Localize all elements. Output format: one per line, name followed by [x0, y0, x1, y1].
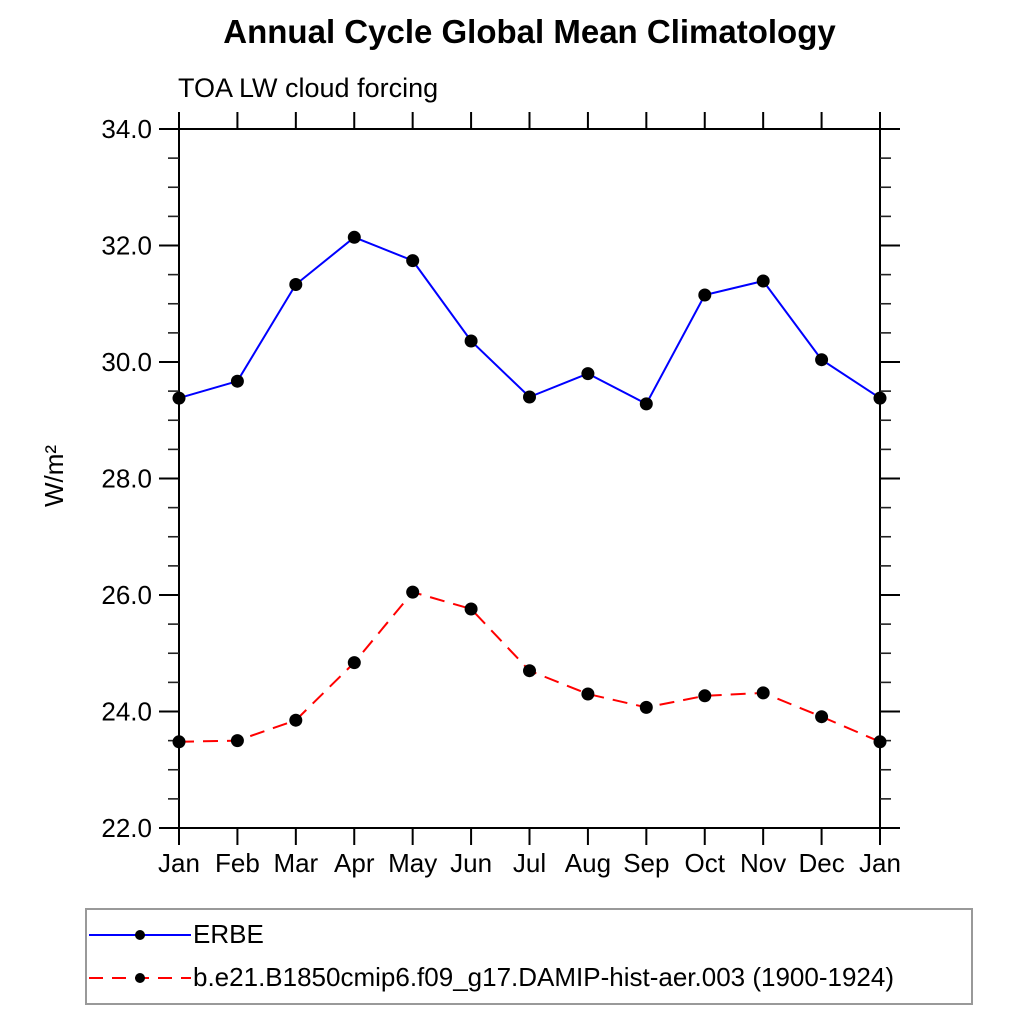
legend-item-model: b.e21.B1850cmip6.f09_g17.DAMIP-hist-aer.…	[87, 956, 971, 999]
legend-marker-dot	[135, 972, 145, 983]
legend-label: ERBE	[193, 919, 264, 949]
chart-title: Annual Cycle Global Mean Climatology	[223, 13, 836, 50]
y-tick-label: 24.0	[101, 697, 152, 727]
plot-frame	[178, 128, 881, 829]
y-tick-label: 28.0	[101, 464, 152, 494]
x-tick-label: Sep	[623, 848, 669, 878]
data-point-marker	[698, 288, 712, 302]
x-tick-label: Jan	[158, 848, 200, 878]
y-tick-label: 26.0	[101, 580, 152, 610]
data-point-marker	[639, 397, 653, 411]
data-point-marker	[815, 710, 829, 724]
legend-line-sample-dashed	[89, 972, 191, 983]
data-point-marker	[347, 230, 361, 244]
x-tick-label: Oct	[685, 848, 726, 878]
x-tick-label: Mar	[273, 848, 318, 878]
data-point-marker	[873, 391, 887, 405]
x-tick-label: Aug	[565, 848, 611, 878]
data-point-marker	[464, 334, 478, 348]
data-point-marker	[347, 656, 361, 670]
data-point-marker	[873, 735, 887, 749]
x-tick-label: Feb	[215, 848, 260, 878]
y-tick-label: 22.0	[101, 813, 152, 843]
x-tick-label: Jan	[859, 848, 901, 878]
x-tick-label: May	[388, 848, 437, 878]
legend-marker-dot	[135, 929, 145, 940]
y-tick-label: 30.0	[101, 347, 152, 377]
data-point-marker	[172, 735, 186, 749]
data-point-marker	[289, 278, 303, 291]
series-line-erbe	[178, 236, 881, 406]
legend-line-sample-solid	[89, 929, 191, 940]
y-tick-label: 32.0	[101, 231, 152, 261]
data-point-marker	[815, 353, 829, 367]
data-point-marker	[464, 602, 478, 616]
y-axis-label: W/m²	[39, 445, 69, 507]
data-point-marker	[406, 585, 420, 599]
x-tick-label: Jul	[513, 848, 546, 878]
x-tick-label: Nov	[740, 848, 786, 878]
data-point-marker	[756, 274, 770, 288]
data-point-marker	[289, 713, 303, 727]
legend: ERBE b.e21.B1850cmip6.f09_g17.DAMIP-hist…	[85, 908, 973, 1005]
data-point-marker	[581, 367, 595, 381]
data-point-marker	[406, 254, 420, 268]
data-point-marker	[230, 734, 244, 748]
chart-subtitle: TOA LW cloud forcing	[178, 73, 439, 103]
x-tick-label: Jun	[450, 848, 492, 878]
data-point-marker	[230, 374, 244, 388]
legend-item-erbe: ERBE	[87, 913, 971, 956]
data-point-marker	[698, 689, 712, 703]
data-point-marker	[756, 686, 770, 700]
x-tick-label: Apr	[334, 848, 375, 878]
data-point-marker	[523, 390, 536, 404]
data-point-marker	[581, 687, 595, 701]
y-tick-label: 34.0	[101, 114, 152, 144]
data-point-marker	[523, 664, 536, 678]
legend-label: b.e21.B1850cmip6.f09_g17.DAMIP-hist-aer.…	[193, 962, 894, 992]
data-point-marker	[639, 700, 653, 714]
x-tick-label: Dec	[798, 848, 844, 878]
data-point-marker	[172, 391, 186, 405]
